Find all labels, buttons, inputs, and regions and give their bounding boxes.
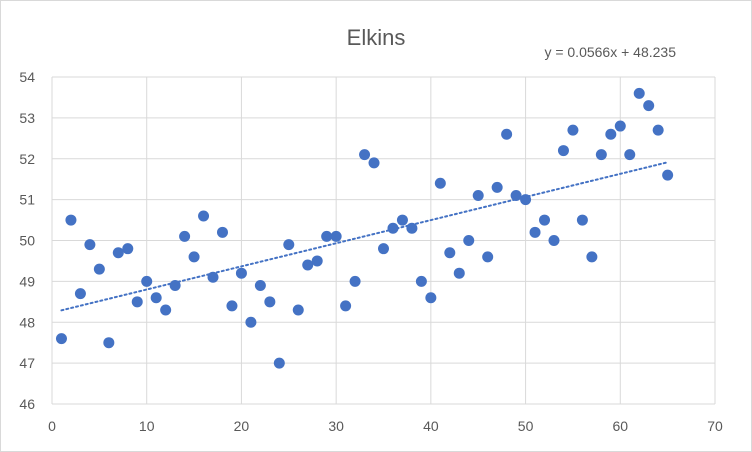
y-tick-label: 47 [19,355,35,371]
x-tick-label: 40 [423,418,439,434]
data-point [368,157,380,169]
x-tick-label: 50 [518,418,534,434]
data-point [122,243,134,255]
data-point [141,275,153,287]
data-point [406,222,418,234]
data-point [103,337,115,349]
data-point [396,214,408,226]
data-point [453,267,465,279]
data-point [605,128,617,140]
data-point [74,288,86,300]
x-tick-label: 60 [612,418,628,434]
data-point [349,275,361,287]
data-point [340,300,352,312]
data-point [567,124,579,136]
data-point [131,296,143,308]
data-point [482,251,494,263]
data-point [245,316,257,328]
trendline [60,161,669,312]
x-tick-label: 0 [48,418,56,434]
data-points [55,87,674,369]
data-point [595,149,607,161]
data-point [586,251,598,263]
data-point [444,247,456,259]
trendline-equation: y = 0.0566x + 48.235 [544,44,676,60]
data-point [643,100,655,112]
data-point [179,230,191,242]
data-point [216,226,228,238]
trendline-group [60,161,669,312]
data-point [198,210,210,222]
data-point [529,226,541,238]
data-point [624,149,636,161]
y-tick-label: 48 [19,314,35,330]
data-point [557,145,569,157]
y-tick-label: 50 [19,233,35,249]
data-point [207,271,219,283]
data-point [93,263,105,275]
data-point [501,128,513,140]
data-point [472,190,484,202]
x-tick-label: 20 [234,418,250,434]
y-tick-label: 49 [19,273,35,289]
data-point [112,247,124,259]
y-axis-tick-labels: 46 47 48 49 50 51 52 53 54 [19,69,35,412]
data-point [548,235,560,246]
data-point [292,304,304,316]
data-point [283,239,295,251]
data-point [321,230,333,242]
data-point [652,124,664,136]
data-point [84,239,96,251]
data-point [160,304,172,316]
y-tick-label: 54 [19,69,35,85]
data-point [55,333,67,345]
data-point [330,230,342,242]
data-point [188,251,200,263]
data-point [387,222,399,234]
data-point [169,279,181,291]
data-point [359,149,371,161]
data-point [434,177,446,189]
x-tick-label: 10 [139,418,155,434]
y-tick-label: 52 [19,151,35,167]
data-point [150,292,162,304]
data-point [311,255,323,267]
data-point [425,292,437,304]
data-point [254,279,266,291]
x-tick-label: 30 [328,418,344,434]
data-point [491,181,503,193]
data-point [662,169,674,181]
data-point [520,194,532,206]
data-point [633,87,645,99]
data-point [378,243,389,255]
data-point [576,214,588,226]
data-point [510,190,522,202]
data-point [614,120,626,132]
data-point [539,214,551,226]
data-point [463,235,475,246]
data-point [302,259,314,271]
x-axis-tick-labels: 0 10 20 30 40 50 60 70 [48,418,723,434]
x-tick-label: 70 [707,418,723,434]
data-point [226,300,238,312]
data-point [273,357,285,369]
y-tick-label: 46 [19,396,35,412]
data-point [264,296,276,308]
data-point [65,214,77,226]
chart-title: Elkins [347,25,406,50]
y-tick-label: 51 [19,192,35,208]
data-point [415,275,427,287]
y-tick-label: 53 [19,110,35,126]
data-point [235,267,247,279]
